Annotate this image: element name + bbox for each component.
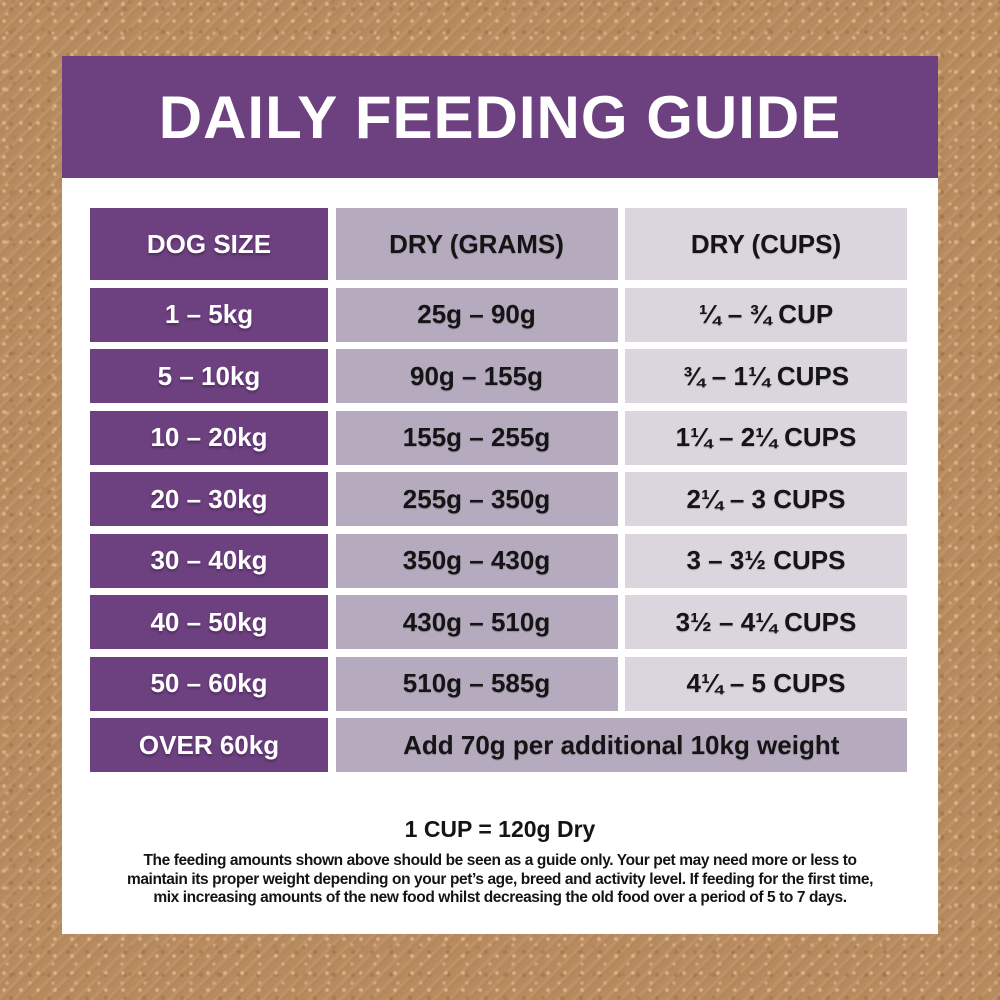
dog-size-cell: 5 – 10kg [90,349,328,403]
disclaimer-line: The feeding amounts shown above should b… [143,852,857,869]
dog-size-cell: 20 – 30kg [90,472,328,526]
dry-grams-cell: 90g – 155g [335,349,618,403]
dog-size-cell: 40 – 50kg [90,595,328,649]
dry-cups-cell: 3 – 3½ CUPS [625,533,907,588]
dry-grams-cell: 25g – 90g [335,287,618,342]
dry-grams-cell: 155g – 255g [335,410,618,465]
dog-size-cell: 30 – 40kg [90,533,328,588]
dry-cups-cell: 2¼ – 3 CUPS [625,472,907,526]
disclaimer-line: maintain its proper weight depending on … [126,870,874,888]
feeding-guide-card: DAILY FEEDING GUIDE DOG SIZE DRY (GRAMS)… [62,56,938,934]
dry-grams-cell: 430g – 510g [335,595,618,649]
dry-grams-cell: 350g – 430g [335,533,618,588]
guide-title-banner: DAILY FEEDING GUIDE [62,56,938,178]
dry-cups-cell: ¼ – ¾ CUP [625,287,907,342]
dog-size-cell-over-60kg: OVER 60kg [90,718,328,772]
dry-cups-cell: 1¼ – 2¼ CUPS [625,410,907,465]
feeding-table: DOG SIZE DRY (GRAMS) DRY (CUPS) 1 – 5kg … [90,208,907,772]
cup-conversion-note: 1 CUP = 120g Dry [404,816,596,842]
dry-cups-cell: 3½ – 4¼ CUPS [625,595,907,649]
column-header-dog-size: DOG SIZE [90,208,328,280]
column-header-dry-grams: DRY (GRAMS) [335,208,618,280]
dry-grams-cell: 255g – 350g [335,472,618,526]
dog-size-cell: 10 – 20kg [90,410,328,465]
dog-size-cell: 1 – 5kg [90,287,328,342]
disclaimer-line: mix increasing amounts of the new food w… [153,889,847,906]
dry-grams-cell: 510g – 585g [335,656,618,711]
page-title: DAILY FEEDING GUIDE [158,83,842,151]
dog-size-cell: 50 – 60kg [90,656,328,711]
over-60kg-note-cell: Add 70g per additional 10kg weight [335,718,907,772]
dry-cups-cell: 4¼ – 5 CUPS [625,656,907,711]
dry-cups-cell: ¾ – 1¼ CUPS [625,349,907,403]
column-header-dry-cups: DRY (CUPS) [625,208,907,280]
feeding-disclaimer: The feeding amounts shown above should b… [62,852,938,908]
footnote-section: 1 CUP = 120g Dry The feeding amounts sho… [62,816,938,908]
